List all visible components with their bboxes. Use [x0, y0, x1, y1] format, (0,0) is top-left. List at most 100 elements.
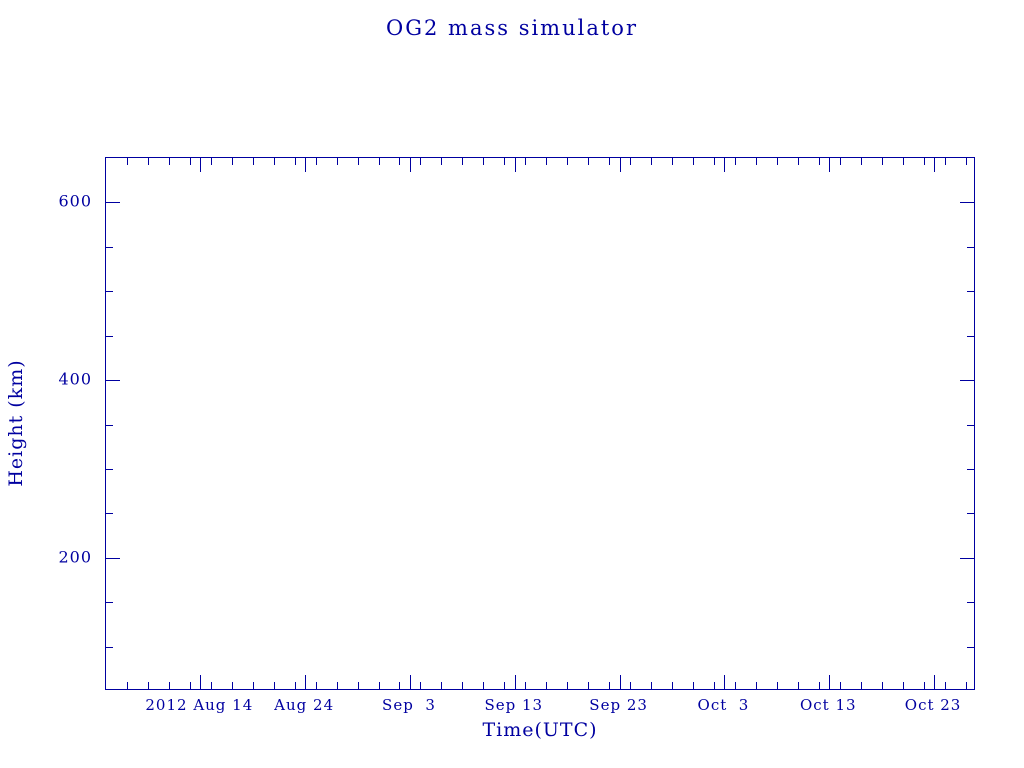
x-tick-label: Sep 13 [484, 696, 544, 714]
x-minor-tick [630, 682, 632, 689]
x-minor-tick [336, 682, 338, 689]
x-minor-tick [965, 158, 967, 165]
x-minor-tick [567, 158, 569, 165]
y-minor-tick [967, 646, 974, 648]
x-minor-tick [420, 158, 422, 165]
x-minor-tick [420, 682, 422, 689]
y-minor-tick [967, 246, 974, 248]
x-minor-tick [818, 682, 820, 689]
x-minor-tick [860, 682, 862, 689]
x-tick-label: Oct 3 [697, 696, 750, 714]
x-minor-tick [168, 158, 170, 165]
x-minor-tick [483, 682, 485, 689]
x-minor-tick [273, 158, 275, 165]
x-minor-tick [776, 682, 778, 689]
x-minor-tick [839, 682, 841, 689]
y-tick-label: 400 [58, 369, 92, 389]
x-minor-tick [567, 682, 569, 689]
x-minor-tick [755, 158, 757, 165]
x-minor-tick [168, 682, 170, 689]
y-minor-tick [106, 246, 113, 248]
x-minor-tick [609, 682, 611, 689]
x-minor-tick [546, 158, 548, 165]
x-minor-tick [609, 158, 611, 165]
x-minor-tick [357, 682, 359, 689]
y-major-tick [106, 380, 120, 382]
x-minor-tick [189, 682, 191, 689]
x-minor-tick [378, 682, 380, 689]
x-minor-tick [525, 158, 527, 165]
x-tick-label: Oct 13 [799, 696, 857, 714]
x-minor-tick [818, 158, 820, 165]
x-tick-label: Oct 23 [904, 696, 962, 714]
x-minor-tick [315, 158, 317, 165]
y-minor-tick [967, 468, 974, 470]
x-minor-tick [902, 158, 904, 165]
x-axis-label: Time(UTC) [482, 719, 598, 741]
y-major-tick [960, 557, 974, 559]
x-major-tick [619, 675, 621, 689]
x-minor-tick [126, 158, 128, 165]
x-minor-tick [462, 158, 464, 165]
x-minor-tick [734, 682, 736, 689]
x-minor-tick [546, 682, 548, 689]
x-minor-tick [147, 682, 149, 689]
x-minor-tick [755, 682, 757, 689]
x-major-tick [409, 158, 411, 172]
x-minor-tick [210, 682, 212, 689]
y-major-tick [106, 202, 120, 204]
chart-title: OG2 mass simulator [386, 16, 638, 40]
x-minor-tick [294, 682, 296, 689]
x-minor-tick [525, 682, 527, 689]
y-minor-tick [106, 513, 113, 515]
y-axis-label: Height (km) [5, 359, 27, 487]
x-major-tick [619, 158, 621, 172]
x-minor-tick [504, 682, 506, 689]
x-major-tick [724, 675, 726, 689]
x-minor-tick [588, 682, 590, 689]
x-minor-tick [252, 158, 254, 165]
x-major-tick [409, 675, 411, 689]
x-minor-tick [315, 682, 317, 689]
x-minor-tick [441, 682, 443, 689]
x-minor-tick [630, 158, 632, 165]
x-minor-tick [126, 682, 128, 689]
y-tick-label: 600 [58, 191, 92, 211]
plot-area [105, 157, 975, 690]
y-minor-tick [967, 424, 974, 426]
x-minor-tick [294, 158, 296, 165]
x-minor-tick [692, 682, 694, 689]
x-major-tick [305, 675, 307, 689]
y-minor-tick [967, 291, 974, 293]
y-minor-tick [967, 513, 974, 515]
x-minor-tick [881, 682, 883, 689]
x-minor-tick [210, 158, 212, 165]
x-minor-tick [147, 158, 149, 165]
y-minor-tick [967, 335, 974, 337]
x-major-tick [514, 675, 516, 689]
x-minor-tick [839, 158, 841, 165]
x-major-tick [200, 158, 202, 172]
x-minor-tick [672, 158, 674, 165]
x-minor-tick [923, 682, 925, 689]
x-minor-tick [357, 158, 359, 165]
x-minor-tick [399, 682, 401, 689]
x-tick-label: 2012 Aug 14 [145, 696, 254, 714]
x-minor-tick [944, 682, 946, 689]
x-minor-tick [231, 682, 233, 689]
x-major-tick [724, 158, 726, 172]
x-minor-tick [504, 158, 506, 165]
x-minor-tick [336, 158, 338, 165]
x-major-tick [934, 158, 936, 172]
x-minor-tick [399, 158, 401, 165]
x-major-tick [829, 675, 831, 689]
x-minor-tick [944, 158, 946, 165]
x-minor-tick [189, 158, 191, 165]
x-minor-tick [588, 158, 590, 165]
y-minor-tick [106, 646, 113, 648]
x-major-tick [934, 675, 936, 689]
x-minor-tick [965, 682, 967, 689]
x-minor-tick [860, 158, 862, 165]
y-minor-tick [106, 335, 113, 337]
